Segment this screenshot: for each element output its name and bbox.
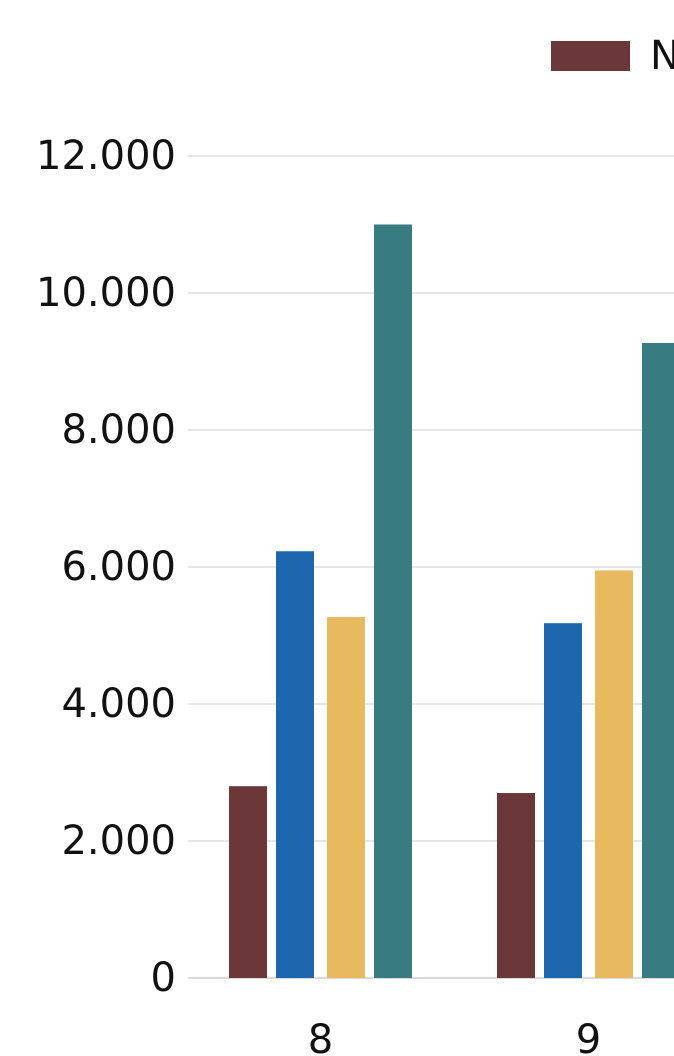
y-tick-label: 6.000 bbox=[61, 544, 176, 590]
x-tick-label: 9 bbox=[576, 1017, 601, 1056]
y-tick-label: 2.000 bbox=[61, 818, 176, 864]
bar bbox=[327, 617, 365, 978]
legend-swatch bbox=[551, 41, 630, 71]
bar bbox=[229, 786, 267, 978]
x-tick-label: 8 bbox=[308, 1017, 333, 1056]
y-tick-label: 10.000 bbox=[36, 270, 176, 316]
bar bbox=[544, 623, 582, 978]
y-tick-label: 4.000 bbox=[61, 681, 176, 727]
legend: N bbox=[551, 33, 674, 79]
bar bbox=[642, 343, 674, 978]
bars-layer bbox=[229, 224, 674, 978]
bar bbox=[276, 551, 314, 978]
legend-label: N bbox=[650, 33, 674, 79]
bar bbox=[497, 793, 535, 978]
y-tick-label: 8.000 bbox=[61, 407, 176, 453]
y-tick-label: 12.000 bbox=[36, 133, 176, 179]
grid-layer bbox=[188, 155, 674, 979]
bar bbox=[595, 570, 633, 978]
bar bbox=[374, 224, 412, 978]
y-tick-label: 0 bbox=[151, 955, 176, 1001]
y-axis-ticks: 0 2.000 4.000 6.000 8.000 10.000 12.000 bbox=[36, 133, 176, 1001]
